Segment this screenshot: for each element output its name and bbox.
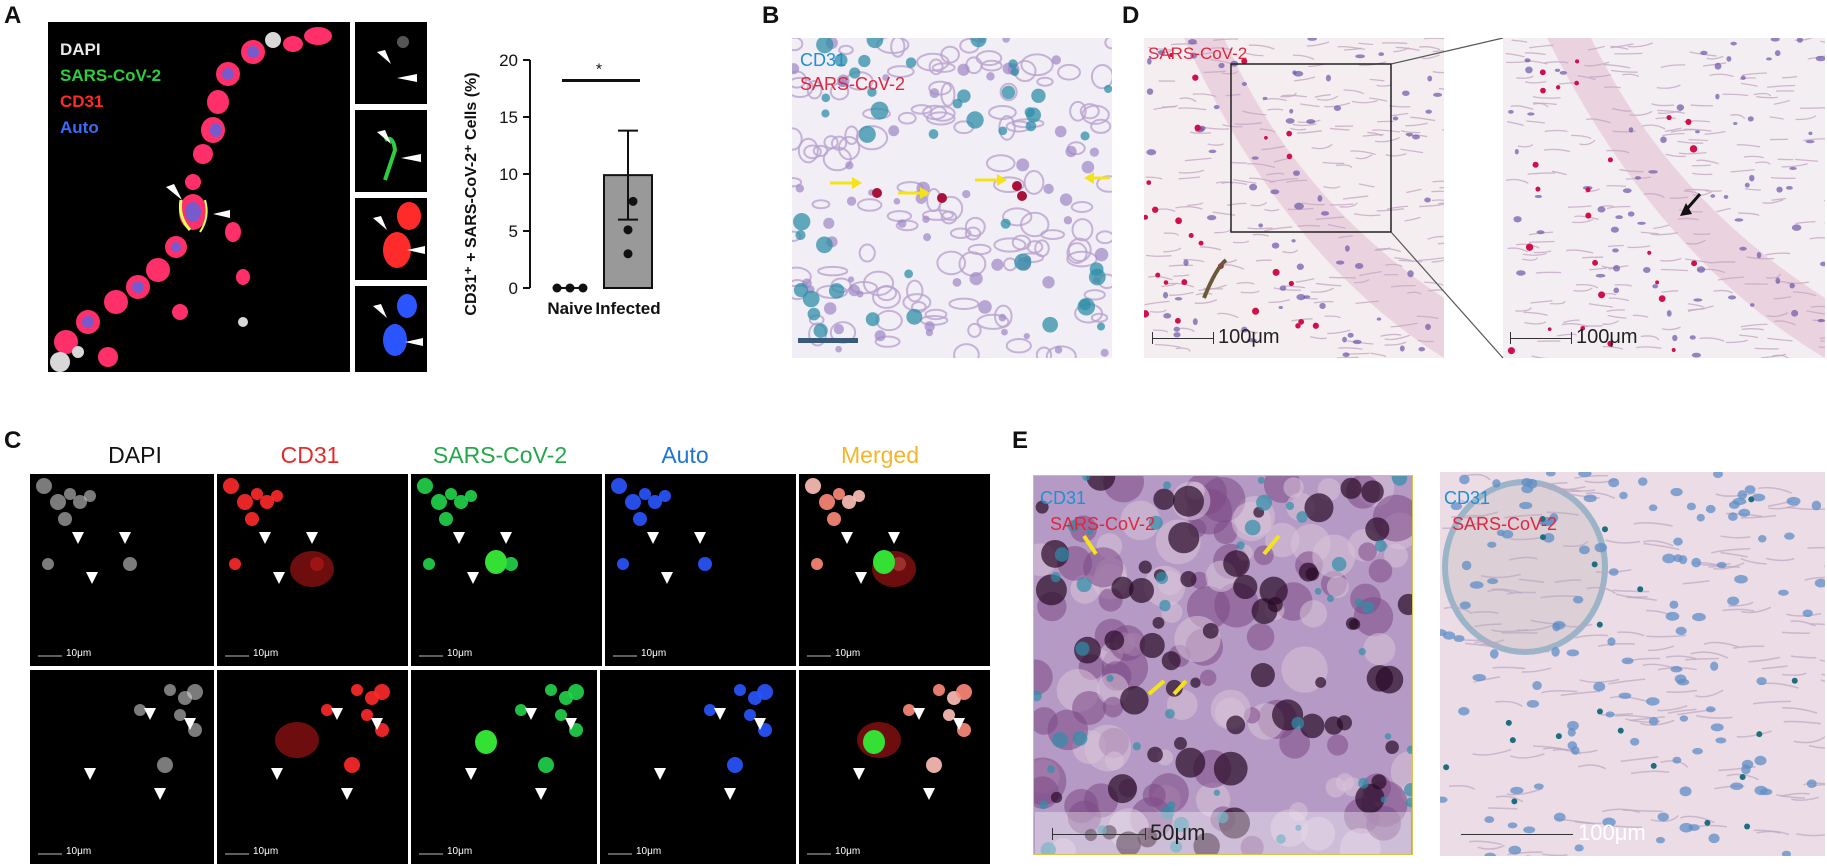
panel-c-header-merged: Merged	[841, 442, 919, 468]
panel-d-left-tissue	[1144, 38, 1444, 358]
y-tick-label: 5	[509, 222, 518, 241]
panel-a-vessel-cells	[50, 27, 332, 372]
y-tick-label: 20	[499, 51, 518, 70]
panel-c-r2-dapi-image	[30, 670, 214, 864]
panel-e-left-scale-band	[1035, 812, 1411, 854]
panel-c-r1-sars-image	[411, 474, 602, 666]
panel-c-scale-label: 10μm	[835, 846, 861, 857]
panel-c-r1-merged-image	[799, 474, 990, 666]
panel-b-label-sars: SARS-CoV-2	[800, 74, 906, 94]
panel-c-r2-cd31-image	[217, 670, 408, 864]
panel-d-right-scale-text: 100μm	[1576, 326, 1638, 348]
panel-e-right-scalebar: 100μm	[1460, 820, 1646, 846]
panel-a-legend-auto: Auto	[60, 118, 99, 137]
panel-b-tissue	[792, 38, 1112, 358]
panel-e-right-tissue	[1440, 472, 1825, 856]
panel-a-strip-sars	[355, 110, 427, 192]
panel-c-r2-auto-image	[600, 670, 796, 864]
y-tick-label: 15	[499, 108, 518, 127]
panel-e-left-image	[1033, 475, 1413, 855]
x-tick-label: Naive	[547, 299, 592, 318]
data-point	[578, 283, 588, 293]
panel-c-scale-label: 10μm	[835, 648, 861, 659]
panel-c-scale-label: 10μm	[641, 648, 667, 659]
panel-c-scale-label: 10μm	[253, 648, 279, 659]
panel-e-right-image	[1440, 472, 1825, 856]
panel-c-r2-merged-image	[799, 670, 990, 864]
panel-d-right-image	[1503, 38, 1825, 358]
panel-c-scale-label: 10μm	[636, 846, 662, 857]
panel-letter-b: B	[762, 2, 780, 29]
y-tick-label: 10	[499, 165, 518, 184]
panel-letter-e: E	[1012, 427, 1029, 454]
panel-c-header-auto: Auto	[661, 442, 709, 468]
data-point	[565, 283, 575, 293]
panel-c-header-cd31: CD31	[280, 442, 340, 468]
panel-c-scale-label: 10μm	[66, 648, 92, 659]
panel-d-left-scale-text: 100μm	[1218, 326, 1280, 348]
data-point	[623, 225, 633, 235]
panel-c-r1-dapi-image	[30, 474, 214, 666]
panel-c-header-dapi: DAPI	[108, 442, 162, 468]
panel-e-right-scale-text: 100μm	[1578, 820, 1646, 845]
y-axis-label: CD31⁺ + SARS-CoV-2⁺ Cells (%)	[463, 72, 480, 315]
panel-c-scale-label: 10μm	[66, 846, 92, 857]
x-tick-label: Infected	[595, 299, 660, 318]
significance-marker: *	[596, 62, 602, 79]
data-point	[623, 249, 633, 259]
panel-b-label-cd31: CD31	[800, 50, 847, 70]
y-tick-label: 0	[509, 279, 518, 298]
panel-a-strip-cd31	[355, 198, 427, 280]
panel-d-right-scalebar: 100μm	[1510, 326, 1638, 349]
panel-c-scale-label: 10μm	[253, 846, 279, 857]
panel-a-bar-chart: 0 5 10 15 20 CD31⁺ + SARS-CoV-2⁺ Cells (%) Nai…	[463, 51, 661, 318]
panel-d-label-sars: SARS-CoV-2	[1148, 44, 1248, 63]
panel-letter-d: D	[1122, 2, 1140, 29]
panel-e-left-label-cd31: CD31	[1040, 488, 1087, 508]
panel-a-legend-sars: SARS-CoV-2	[60, 66, 162, 85]
panel-a-legend-dapi: DAPI	[60, 40, 101, 59]
panel-letter-c: C	[4, 427, 22, 454]
panel-a-strip-dapi	[355, 22, 427, 104]
panel-e-right-label-cd31: CD31	[1444, 488, 1491, 508]
panel-e-left-tissue	[1034, 476, 1412, 854]
panel-e-left-label-sars: SARS-CoV-2	[1050, 514, 1156, 534]
panel-d-right-tissue	[1505, 38, 1825, 358]
panel-e-left-scale-text: 50μm	[1150, 820, 1206, 845]
panel-a-main-image	[48, 22, 350, 372]
panel-e-right-label-sars: SARS-CoV-2	[1452, 514, 1558, 534]
data-point	[628, 196, 638, 206]
panel-c-r1-cd31-image	[217, 474, 408, 666]
panel-a-strip-auto	[355, 286, 427, 372]
panel-b-image	[792, 38, 1112, 358]
panel-c-r1-auto-image	[605, 474, 796, 666]
panel-d-left-scalebar: 100μm	[1152, 326, 1280, 349]
panel-d-zoom-lines	[1230, 38, 1702, 359]
panel-d-left-image	[1144, 38, 1444, 358]
panel-c-scale-label: 10μm	[447, 846, 473, 857]
panel-a-legend-cd31: CD31	[60, 92, 104, 111]
data-point	[552, 283, 562, 293]
panel-c-r2-sars-image	[411, 670, 597, 864]
panel-c-scale-label: 10μm	[447, 648, 473, 659]
panel-letter-a: A	[4, 2, 22, 29]
panel-e-left-scalebar: 50μm	[1052, 820, 1205, 846]
panel-c-header-sars: SARS-CoV-2	[432, 442, 568, 468]
